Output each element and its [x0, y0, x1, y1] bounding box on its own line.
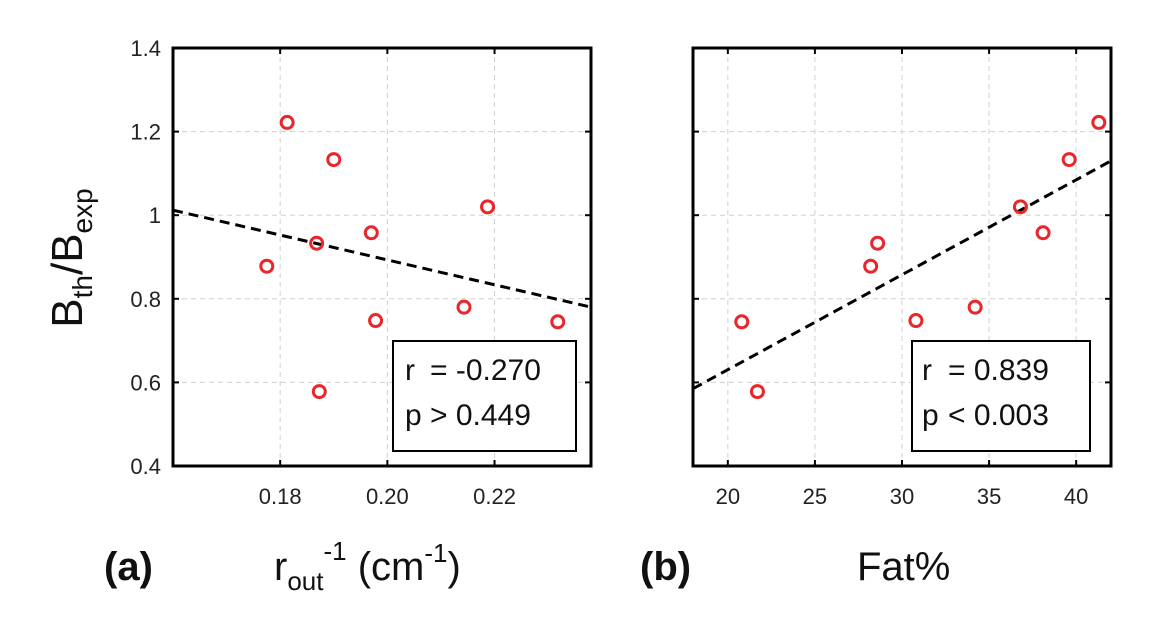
stat-p-value-a: > 0.449 — [430, 399, 531, 432]
stat-r-label-a: r — [405, 354, 415, 387]
plot-frame-a — [171, 46, 593, 468]
stat-r-value-a: = -0.270 — [430, 354, 541, 387]
stat-p-label-b: p — [922, 399, 939, 432]
stats-box-b: r = 0.839 p < 0.003 — [911, 340, 1091, 452]
panel-label-b: (b) — [640, 545, 691, 589]
data-point-b — [908, 313, 924, 329]
x-axis-label-a: rout-1 (cm-1) — [274, 536, 461, 596]
data-point-a — [480, 199, 496, 215]
x-tick-label: 35 — [977, 484, 1001, 509]
data-point-b — [734, 314, 750, 330]
data-point-a — [363, 225, 379, 241]
y-tick-label: 0.6 — [130, 370, 161, 395]
data-point-a — [309, 235, 325, 251]
stat-p-label-a: p — [405, 399, 422, 432]
data-point-a — [550, 314, 566, 330]
data-point-b — [1012, 199, 1028, 215]
y-tick-label: 1.4 — [130, 36, 161, 61]
data-point-a — [279, 114, 295, 130]
chart-panel-b: 20 25 30 35 40 r = 0.839 p < 0.003 (b) Fat% — [640, 46, 1113, 589]
y-tick-label: 0.8 — [130, 287, 161, 312]
x-tick-label: 0.22 — [473, 484, 516, 509]
chart-panel-a: 0.18 0.20 0.22 0.4 0.6 0.8 1 1.2 1.4 r = -0.270 … — [104, 36, 593, 596]
panel-label-a: (a) — [104, 545, 153, 589]
data-point-b — [1035, 225, 1051, 241]
data-point-b — [749, 384, 765, 400]
x-tick-label: 40 — [1064, 484, 1088, 509]
data-point-a — [259, 258, 275, 274]
stat-p-value-b: < 0.003 — [948, 399, 1049, 432]
x-tick-label: 20 — [716, 484, 740, 509]
x-tick-label: 25 — [803, 484, 827, 509]
data-point-b — [1091, 114, 1107, 130]
fit-line-a — [172, 208, 592, 309]
data-point-b — [870, 235, 886, 251]
y-tick-label: 0.4 — [130, 454, 161, 479]
data-point-b — [967, 299, 983, 315]
stats-box-a: r = -0.270 p > 0.449 — [392, 340, 577, 452]
y-tick-label: 1 — [149, 203, 161, 228]
data-point-a — [456, 299, 472, 315]
x-tick-label: 30 — [890, 484, 914, 509]
data-point-b — [1061, 152, 1077, 168]
stat-r-value-b: = 0.839 — [948, 354, 1049, 387]
data-point-b — [863, 258, 879, 274]
data-point-a — [368, 313, 384, 329]
data-point-a — [311, 384, 327, 400]
stat-r-label-b: r — [922, 354, 932, 387]
y-axis-label: Bth/Bexp — [43, 188, 98, 327]
x-axis-label-b: Fat% — [857, 545, 950, 589]
x-tick-label: 0.20 — [366, 484, 409, 509]
x-tick-label: 0.18 — [259, 484, 302, 509]
data-point-a — [326, 152, 342, 168]
y-tick-label: 1.2 — [130, 120, 161, 145]
